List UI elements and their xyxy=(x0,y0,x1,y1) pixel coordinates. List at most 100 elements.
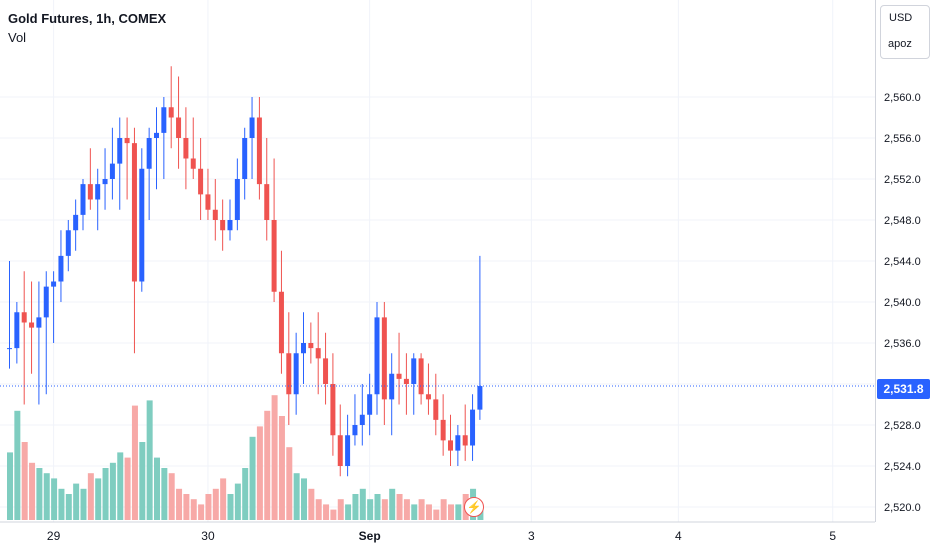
candle-body xyxy=(95,184,101,200)
candle-body xyxy=(470,409,476,446)
candle-body xyxy=(198,168,204,195)
candle-body xyxy=(139,168,145,282)
candle-body xyxy=(264,184,270,220)
volume-bar xyxy=(14,410,21,520)
volume-bar xyxy=(190,499,197,520)
volume-bar xyxy=(352,494,359,520)
volume-bar xyxy=(183,494,190,520)
candle-body xyxy=(367,394,373,415)
volume-bar xyxy=(220,478,227,520)
volume-bar xyxy=(433,509,440,520)
volume-bar xyxy=(337,499,344,520)
candle-body xyxy=(389,373,395,400)
candle-body xyxy=(7,348,12,350)
candle-body xyxy=(102,179,108,185)
candle-body xyxy=(234,179,240,220)
volume-bar xyxy=(154,457,160,520)
unit-label: apoz xyxy=(888,38,912,50)
candle-body xyxy=(352,425,358,436)
volume-bars xyxy=(7,395,484,520)
volume-bar xyxy=(227,494,234,520)
volume-bar xyxy=(345,504,352,520)
candle-body xyxy=(256,117,262,185)
volume-bar xyxy=(124,457,131,520)
volume-bar xyxy=(264,410,271,520)
candle-body xyxy=(176,117,182,138)
candle-body xyxy=(337,435,343,466)
volume-bar xyxy=(330,509,337,520)
y-tick-label: 2,520.0 xyxy=(884,502,921,514)
time-axis[interactable]: 2930Sep345603:00 xyxy=(0,521,932,543)
candle-body xyxy=(58,255,64,282)
volume-bar xyxy=(293,473,300,520)
candle-body xyxy=(227,220,233,231)
volume-bar xyxy=(411,504,418,520)
candle-body xyxy=(51,281,57,287)
candle-body xyxy=(315,348,321,359)
volume-bar xyxy=(168,473,175,520)
candle-body xyxy=(212,209,218,220)
volume-bar xyxy=(403,499,410,520)
volume-bar xyxy=(418,499,425,520)
y-tick-label: 2,544.0 xyxy=(884,256,921,268)
volume-bar xyxy=(36,468,43,520)
candle-body xyxy=(403,378,409,384)
candle-body xyxy=(29,322,35,328)
chart-legend: Gold Futures, 1h, COMEX Vol xyxy=(8,9,166,47)
candle-body xyxy=(396,373,402,379)
candle-body xyxy=(73,214,79,231)
volume-bar xyxy=(396,494,403,520)
x-tick-label: 30 xyxy=(201,529,215,543)
y-tick-label: 2,524.0 xyxy=(884,461,921,473)
candle-body xyxy=(14,312,20,349)
volume-bar xyxy=(117,452,124,520)
volume-bar xyxy=(455,504,462,520)
volume-bar xyxy=(198,504,205,520)
y-tick-label: 2,548.0 xyxy=(884,215,921,227)
candle-body xyxy=(249,117,255,138)
candle-body xyxy=(359,414,365,425)
last-price-tag: 2,531.8 xyxy=(877,379,930,399)
y-tick-label: 2,556.0 xyxy=(884,133,921,145)
candle-body xyxy=(345,435,351,466)
candle-body xyxy=(477,386,483,410)
volume-bar xyxy=(161,468,168,520)
candle-body xyxy=(381,317,387,400)
volume-bar xyxy=(87,473,94,520)
candle-body xyxy=(301,343,306,354)
candle-body xyxy=(374,317,380,395)
candle-body xyxy=(43,286,49,318)
volume-bar xyxy=(315,499,322,520)
volume-bar xyxy=(131,405,138,520)
lightning-icon[interactable]: ⚡ xyxy=(464,497,484,517)
y-tick-label: 2,528.0 xyxy=(884,420,921,432)
volume-bar xyxy=(65,494,72,520)
y-tick-label: 2,552.0 xyxy=(884,174,921,186)
volume-bar xyxy=(176,488,183,520)
volume-bar xyxy=(109,462,116,520)
symbol-title[interactable]: Gold Futures, 1h, COMEX xyxy=(8,11,167,26)
volume-bar xyxy=(58,488,65,520)
volume-bar xyxy=(7,452,13,520)
x-tick-label: 4 xyxy=(675,529,682,543)
candle-body xyxy=(462,435,468,446)
candle-body xyxy=(87,184,93,200)
volume-bar xyxy=(308,488,315,520)
volume-bar xyxy=(21,442,28,520)
price-axis[interactable]: 2,560.0 2,556.0 2,552.0 2,548.0 2,544.0 2,540… xyxy=(884,92,921,514)
volume-bar xyxy=(146,400,153,520)
candle-body xyxy=(124,138,130,144)
volume-bar xyxy=(256,426,263,520)
volume-bar xyxy=(286,447,293,520)
candle-body xyxy=(433,399,439,420)
volume-indicator-label[interactable]: Vol xyxy=(8,30,27,45)
candle-body xyxy=(425,394,431,400)
volume-bar xyxy=(234,483,241,520)
x-tick-label: 29 xyxy=(47,529,61,543)
volume-bar xyxy=(278,416,285,520)
currency-selector[interactable]: USD apoz xyxy=(880,5,930,59)
candle-body xyxy=(411,358,417,384)
candle-body xyxy=(146,138,152,169)
volume-bar xyxy=(448,504,454,520)
